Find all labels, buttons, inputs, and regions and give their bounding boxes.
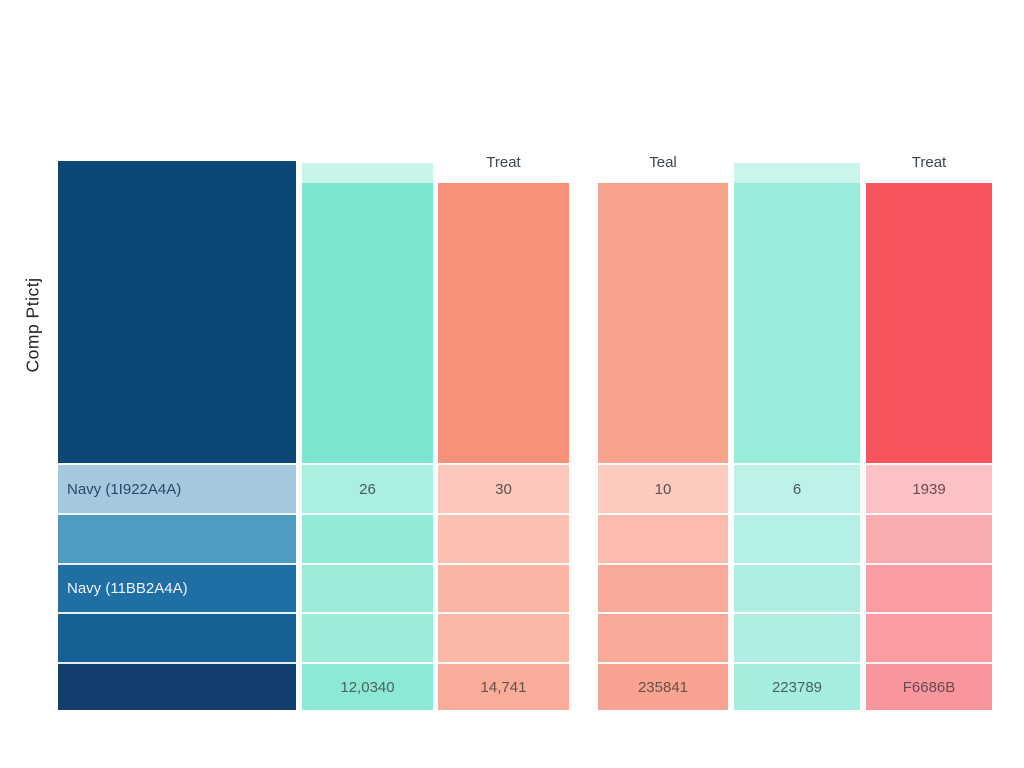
- swatch-row-teal-mint-3: [302, 563, 433, 612]
- swatch-row-teal-mint-4: [302, 612, 433, 662]
- swatch-row-navy-2: [58, 513, 296, 563]
- swatch-row-teal-light-1: 6: [734, 463, 860, 513]
- swatch-row-salmon-5: 235841: [598, 662, 728, 710]
- swatch-row-teal-light-4: [734, 612, 860, 662]
- swatch-row-red-4: [866, 612, 992, 662]
- swatch-row-value: Navy (11BB2A4A): [67, 580, 188, 597]
- column-main-coral: [438, 183, 569, 463]
- swatch-row-teal-light-2: [734, 513, 860, 563]
- swatch-row-value: 235841: [637, 678, 689, 696]
- column-cap-teal-mint: [302, 163, 433, 183]
- swatch-row-coral-1: 30: [438, 463, 569, 513]
- column-header-coral: Treat: [486, 154, 521, 171]
- swatch-row-teal-mint-5: 12,0340: [302, 662, 433, 710]
- swatch-row-value: 30: [495, 480, 512, 498]
- swatch-row-navy-4: [58, 612, 296, 662]
- swatch-row-red-5: F6686B: [866, 662, 992, 710]
- swatch-row-value: 223789: [771, 678, 823, 696]
- swatch-row-red-2: [866, 513, 992, 563]
- swatch-row-value: Navy (1I922A4A): [67, 480, 182, 498]
- swatch-row-teal-mint-1: 26: [302, 463, 433, 513]
- swatch-row-teal-light-3: [734, 563, 860, 612]
- y-axis-label: Comp Ptictj: [22, 277, 43, 373]
- swatch-row-red-3: [866, 563, 992, 612]
- swatch-row-salmon-2: [598, 513, 728, 563]
- swatch-row-teal-mint-2: [302, 513, 433, 563]
- swatch-row-value: 14,741: [480, 678, 527, 696]
- column-main-red: [866, 183, 992, 463]
- swatch-row-salmon-1: 10: [598, 463, 728, 513]
- column-main-teal-light: [734, 183, 860, 463]
- column-header-red: Treat: [911, 154, 947, 171]
- swatch-row-value: 1939: [912, 480, 946, 498]
- column-cap-teal-light: [734, 163, 860, 183]
- swatch-row-value: F6686B: [902, 678, 956, 696]
- swatch-row-navy-5: [58, 662, 296, 710]
- swatch-row-value: 26: [359, 480, 376, 498]
- swatch-row-salmon-4: [598, 612, 728, 662]
- swatch-row-value: 12,0340: [340, 678, 395, 696]
- swatch-row-coral-2: [438, 513, 569, 563]
- column-main-navy: [58, 161, 296, 463]
- swatch-row-salmon-3: [598, 563, 728, 612]
- swatch-row-navy-1: Navy (1I922A4A): [58, 463, 296, 513]
- column-header-salmon: Teal: [649, 154, 677, 171]
- swatch-row-navy-3: Navy (11BB2A4A): [58, 563, 296, 612]
- column-main-salmon: [598, 183, 728, 463]
- swatch-row-red-1: 1939: [866, 463, 992, 513]
- swatch-row-value: 10: [654, 480, 672, 498]
- swatch-row-coral-4: [438, 612, 569, 662]
- swatch-row-coral-5: 14,741: [438, 662, 569, 710]
- column-main-teal-mint: [302, 183, 433, 463]
- swatch-row-coral-3: [438, 563, 569, 612]
- swatch-row-value: 6: [792, 480, 802, 498]
- swatch-row-teal-light-5: 223789: [734, 662, 860, 710]
